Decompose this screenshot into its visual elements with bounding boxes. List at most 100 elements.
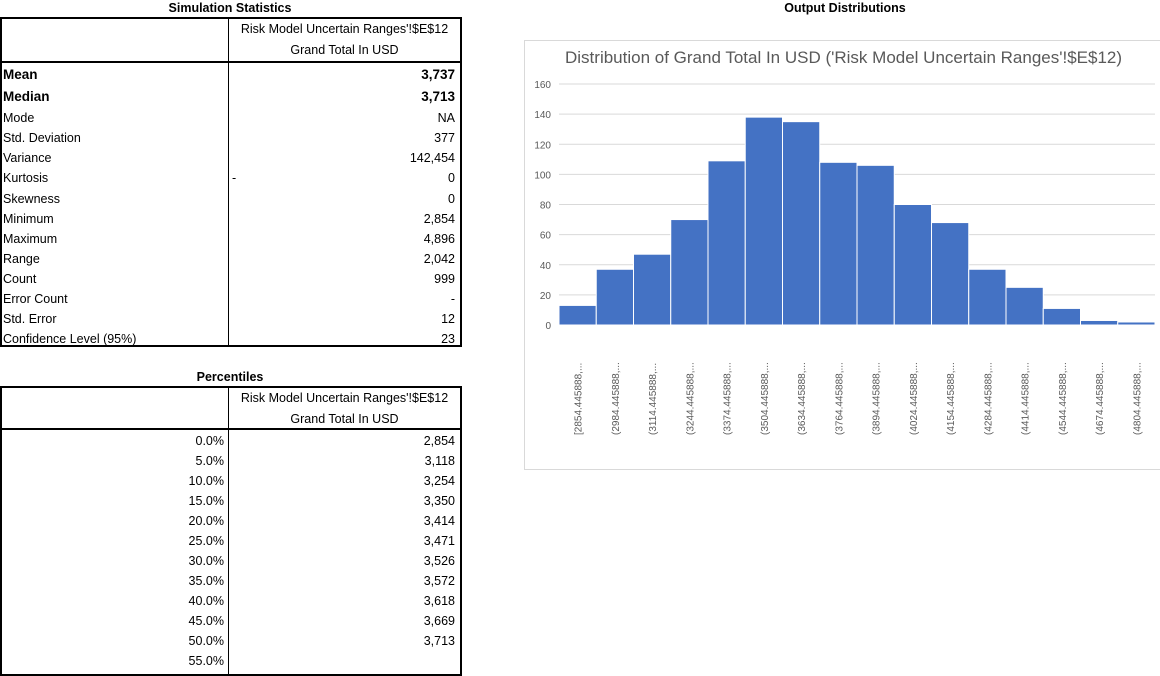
percentiles-header-output: Grand Total In USD [290,412,399,426]
stat-value: 0 [448,171,455,185]
stat-label: Range [3,252,40,266]
x-tick-label: (3634.445888,... [797,362,808,435]
percentile-label: 55.0% [188,654,224,668]
histogram-bar[interactable] [968,268,1007,326]
percentiles-table: Risk Model Uncertain Ranges'!$E$12 Grand… [0,386,462,676]
percentile-row[interactable]: 5.0% 3,118 [2,451,460,471]
simulation-statistics-title: Simulation Statistics [168,1,292,15]
histogram-bar[interactable] [1117,321,1156,326]
histogram-bar[interactable] [707,160,746,326]
histogram-bar[interactable] [856,164,895,326]
histogram-bar[interactable] [893,204,932,326]
statistics-header-range: Risk Model Uncertain Ranges'!$E$12 [240,22,449,36]
stat-label: Skewness [3,192,60,206]
stat-row[interactable]: Range 2,042 [2,249,460,269]
stat-label: Std. Deviation [3,131,81,145]
histogram-bar[interactable] [1080,319,1119,326]
percentile-label: 0.0% [195,434,225,448]
stat-label: Kurtosis [3,171,49,185]
stat-label: Minimum [3,212,54,226]
stat-row[interactable]: Confidence Level (95%) 23 [2,329,460,349]
histogram-bar[interactable] [1042,307,1081,326]
stat-value: 0 [448,192,455,206]
histogram-bar[interactable] [670,219,709,326]
percentile-row[interactable]: 15.0% 3,350 [2,491,460,511]
stat-value: 4,896 [423,232,455,246]
percentile-value: 3,618 [423,594,455,608]
histogram-bar[interactable] [595,268,634,326]
stat-label: Confidence Level (95%) [3,332,137,346]
percentile-row[interactable]: 45.0% 3,669 [2,611,460,631]
x-tick-label: [2854.445888,... [574,363,585,435]
stat-value: 12 [441,312,455,326]
histogram-bar[interactable] [744,116,783,326]
histogram-bar[interactable] [931,222,970,326]
simulation-statistics-table: Risk Model Uncertain Ranges'!$E$12 Grand… [0,17,462,347]
x-tick-label: (4674.445888,... [1095,362,1106,435]
stat-row[interactable]: Mean 3,737 [2,65,460,85]
stat-label: Count [3,272,37,286]
x-tick-label: (3764.445888,... [834,362,845,435]
x-tick-label: (4414.445888,... [1021,362,1032,435]
stat-row[interactable]: Skewness 0 [2,189,460,209]
x-tick-label: (3504.445888,... [760,362,771,435]
stat-label: Mode [3,111,35,125]
percentile-row[interactable]: 20.0% 3,414 [2,511,460,531]
percentile-row[interactable]: 30.0% 3,526 [2,551,460,571]
percentile-row[interactable]: 0.0% 2,854 [2,431,460,451]
stat-value: - [450,292,455,306]
stat-label: Std. Error [3,312,57,326]
percentile-value: 3,713 [423,634,455,648]
stat-row[interactable]: Count 999 [2,269,460,289]
y-tick-label: 60 [540,231,552,242]
stat-value: 2,854 [423,212,455,226]
stat-row[interactable]: Maximum 4,896 [2,229,460,249]
stat-row[interactable]: Kurtosis 0 - [2,168,460,188]
stat-label: Variance [3,151,52,165]
stat-value: NA [437,111,455,125]
percentile-label: 35.0% [188,574,224,588]
output-distributions-title: Output Distributions [784,1,906,15]
stat-row[interactable]: Variance 142,454 [2,148,460,168]
percentile-label: 10.0% [188,474,224,488]
histogram-bar[interactable] [819,161,858,326]
y-tick-label: 20 [540,291,552,302]
distribution-chart[interactable]: 0 20 40 60 80 100 120 140 160 [2854.445888,... (29… [524,40,1160,470]
percentile-label: 25.0% [188,534,224,548]
stat-value: 23 [441,332,455,346]
percentile-label: 20.0% [188,514,224,528]
histogram-bar[interactable] [1005,286,1044,326]
percentile-row[interactable]: 55.0% [2,651,460,671]
x-tick-label: (4154.445888,... [946,362,957,435]
percentile-row[interactable]: 35.0% 3,572 [2,571,460,591]
percentile-row[interactable]: 50.0% 3,713 [2,631,460,651]
percentile-value: 3,526 [423,554,455,568]
stat-row[interactable]: Std. Deviation 377 [2,128,460,148]
stat-value: 3,713 [421,89,455,104]
x-tick-label: (4024.445888,... [909,362,920,435]
chart-title: Distribution of Grand Total In USD ('Ris… [565,48,1123,67]
percentile-row[interactable]: 40.0% 3,618 [2,591,460,611]
stat-row[interactable]: Error Count - [2,289,460,309]
percentile-value: 3,254 [423,474,455,488]
percentile-value: 2,854 [423,434,455,448]
percentile-label: 15.0% [188,494,224,508]
stat-label: Median [3,89,50,104]
percentile-label: 30.0% [188,554,224,568]
percentile-row[interactable]: 10.0% 3,254 [2,471,460,491]
histogram-bar[interactable] [782,121,821,326]
percentile-value: 3,572 [423,574,455,588]
percentile-label: 40.0% [188,594,224,608]
stat-row[interactable]: Median 3,713 [2,87,460,107]
histogram-bar[interactable] [558,304,597,326]
stat-dash: - [232,171,237,185]
percentile-value: 3,350 [423,494,455,508]
stat-row[interactable]: Std. Error 12 [2,309,460,329]
histogram-bar[interactable] [633,253,672,326]
stat-row[interactable]: Mode NA [2,108,460,128]
percentile-row[interactable]: 25.0% 3,471 [2,531,460,551]
x-tick-label: (4284.445888,... [983,362,994,435]
x-tick-label: (3114.445888,... [648,363,659,435]
statistics-header-output: Grand Total In USD [290,43,399,57]
stat-row[interactable]: Minimum 2,854 [2,209,460,229]
